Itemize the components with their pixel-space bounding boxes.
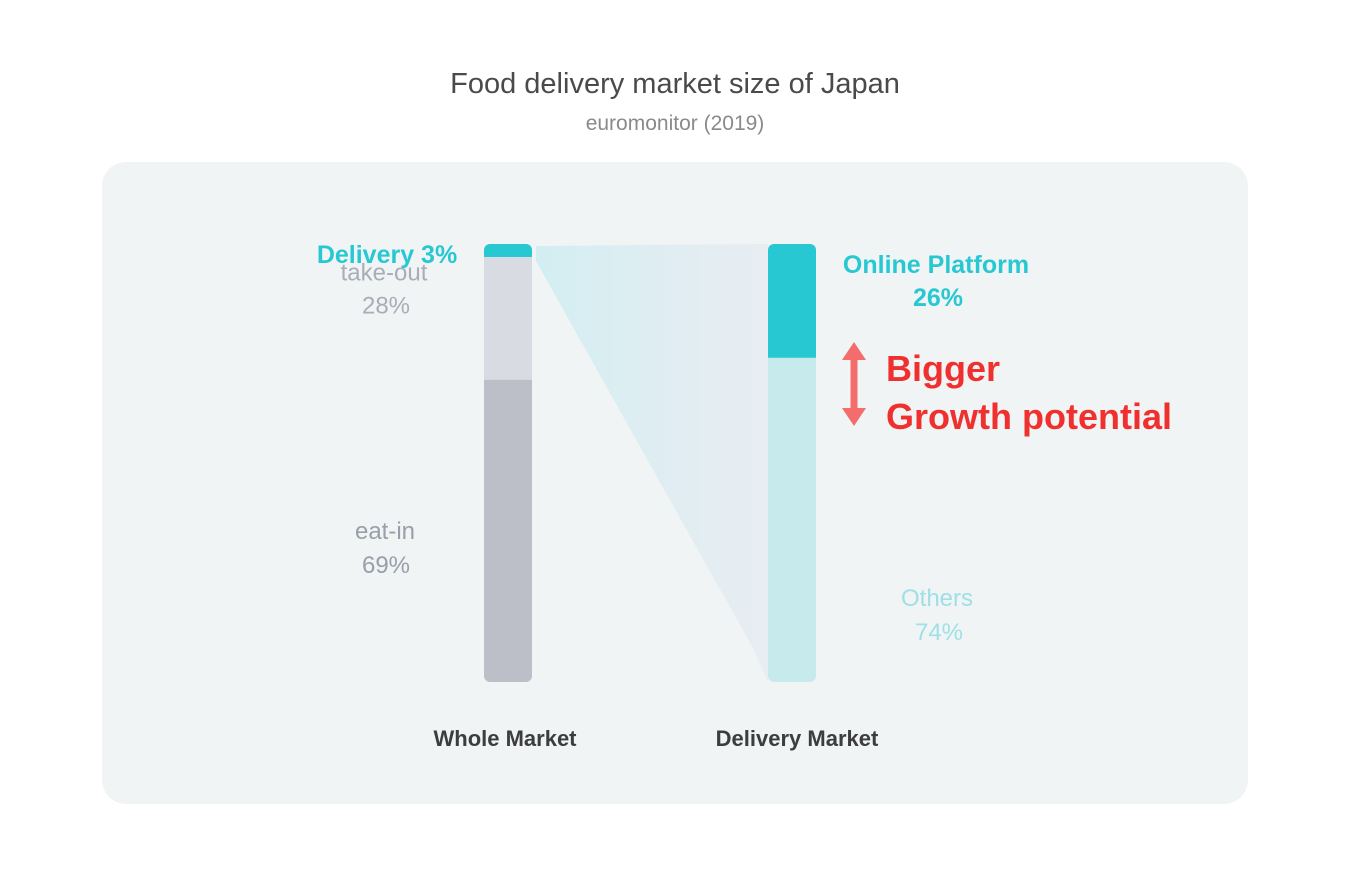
value-eat-in: 69% [362,552,410,579]
bar-whole-market [484,244,532,682]
value-others: 74% [915,619,963,646]
bar-segment-online-platform [768,244,816,358]
label-eat-in: eat-in [355,518,415,545]
bar-segment-others [768,357,816,682]
chart-subtitle: euromonitor (2019) [586,112,765,135]
label-take-out: take-out [341,259,428,286]
expansion-fan [536,244,768,682]
bar-delivery-market [768,244,816,682]
double-arrow-icon [842,342,866,426]
bar-segment-eat-in [484,379,532,682]
callout-line-2: Growth potential [886,396,1172,437]
value-take-out: 28% [362,292,410,319]
label-delivery: Delivery 3% [317,241,457,269]
label-online-platform: Online Platform [843,251,1029,279]
bar-segment-take-out [484,257,532,380]
chart-title: Food delivery market size of Japan [450,68,900,100]
x-label-delivery-market: Delivery Market [716,726,879,751]
growth-annotation: Bigger Growth potential [842,342,1172,437]
callout-line-1: Bigger [886,348,1000,389]
value-online-platform: 26% [913,284,963,312]
x-label-whole-market: Whole Market [433,726,577,751]
labels-group: Delivery 3%take-out 28% eat-in 69% Online Pl… [317,241,1029,646]
bar-segment-delivery [484,244,532,258]
label-others: Others [901,585,973,612]
bars-group [484,244,816,682]
